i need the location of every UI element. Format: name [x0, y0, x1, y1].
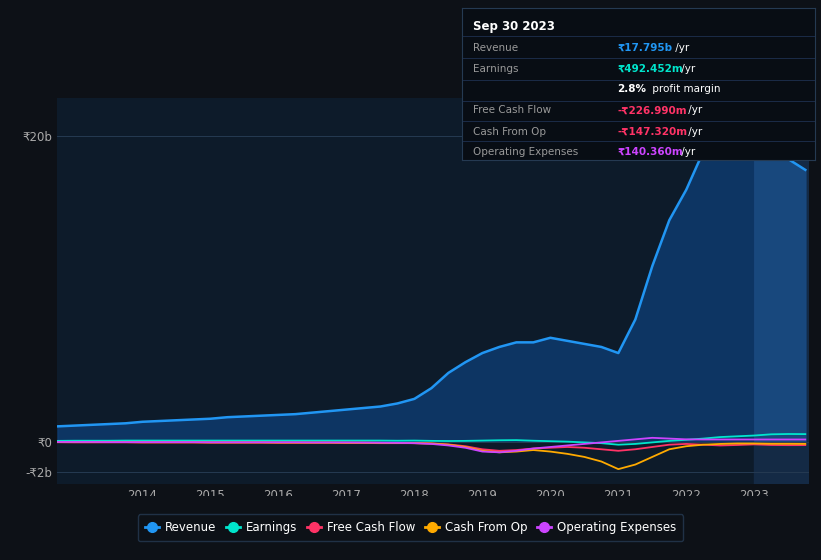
Bar	[754, 98, 809, 484]
Text: Revenue: Revenue	[473, 43, 518, 53]
Text: /yr: /yr	[685, 105, 702, 115]
Text: ₹17.795b: ₹17.795b	[617, 43, 672, 53]
Text: /yr: /yr	[678, 64, 695, 74]
Text: /yr: /yr	[685, 127, 702, 137]
Text: Earnings: Earnings	[473, 64, 518, 74]
Text: -₹226.990m: -₹226.990m	[617, 105, 687, 115]
Text: -₹147.320m: -₹147.320m	[617, 127, 688, 137]
Text: Operating Expenses: Operating Expenses	[473, 147, 578, 157]
Text: Sep 30 2023: Sep 30 2023	[473, 20, 555, 33]
Legend: Revenue, Earnings, Free Cash Flow, Cash From Op, Operating Expenses: Revenue, Earnings, Free Cash Flow, Cash …	[138, 514, 683, 542]
Text: /yr: /yr	[672, 43, 689, 53]
Text: /yr: /yr	[678, 147, 695, 157]
Text: 2.8%: 2.8%	[617, 85, 647, 94]
Text: Cash From Op: Cash From Op	[473, 127, 546, 137]
Text: Free Cash Flow: Free Cash Flow	[473, 105, 551, 115]
Text: ₹140.360m: ₹140.360m	[617, 147, 683, 157]
Text: ₹492.452m: ₹492.452m	[617, 64, 683, 74]
Text: profit margin: profit margin	[649, 85, 721, 94]
